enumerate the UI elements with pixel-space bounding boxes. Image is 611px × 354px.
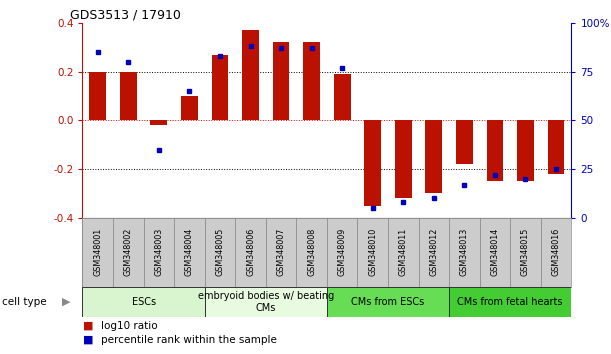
Text: GSM348010: GSM348010 (368, 228, 377, 276)
Text: cell type: cell type (2, 297, 46, 307)
Bar (486, 120, 503, 181)
Bar (327, 218, 357, 287)
Bar (510, 218, 541, 287)
Text: CMs from fetal hearts: CMs from fetal hearts (458, 297, 563, 307)
Bar (449, 218, 480, 287)
Bar (266, 218, 296, 287)
Text: GSM348012: GSM348012 (430, 228, 438, 276)
Text: GSM348009: GSM348009 (338, 228, 346, 276)
Bar (480, 218, 510, 287)
Bar (357, 218, 388, 287)
Bar (517, 120, 534, 181)
Bar (388, 218, 419, 287)
Bar (82, 287, 205, 317)
Text: ESCs: ESCs (131, 297, 156, 307)
Bar (82, 218, 113, 287)
Text: GSM348005: GSM348005 (216, 228, 224, 276)
Bar (120, 72, 137, 120)
Bar (449, 287, 571, 317)
Text: GSM348008: GSM348008 (307, 228, 316, 276)
Text: ■: ■ (82, 335, 93, 345)
Bar (89, 72, 106, 120)
Bar (395, 120, 412, 198)
Bar (456, 120, 473, 164)
Text: GSM348015: GSM348015 (521, 228, 530, 276)
Text: GSM348006: GSM348006 (246, 228, 255, 276)
Bar (334, 74, 351, 120)
Text: CMs from ESCs: CMs from ESCs (351, 297, 425, 307)
Bar (327, 287, 449, 317)
Text: embryoid bodies w/ beating
CMs: embryoid bodies w/ beating CMs (198, 291, 334, 313)
Text: GSM348001: GSM348001 (93, 228, 102, 276)
Bar (303, 42, 320, 120)
Text: ▶: ▶ (62, 297, 71, 307)
Text: GSM348002: GSM348002 (124, 228, 133, 276)
Text: GSM348003: GSM348003 (155, 228, 163, 276)
Text: log10 ratio: log10 ratio (101, 321, 158, 331)
Bar (181, 96, 198, 120)
Text: GSM348011: GSM348011 (399, 228, 408, 276)
Text: percentile rank within the sample: percentile rank within the sample (101, 335, 277, 345)
Bar (205, 287, 327, 317)
Bar (273, 42, 290, 120)
Bar (547, 120, 565, 174)
Bar (419, 218, 449, 287)
Bar (205, 218, 235, 287)
Bar (144, 218, 174, 287)
Bar (364, 120, 381, 206)
Text: GSM348016: GSM348016 (552, 228, 560, 276)
Bar (211, 55, 229, 120)
Bar (174, 218, 205, 287)
Text: GSM348014: GSM348014 (491, 228, 499, 276)
Text: GDS3513 / 17910: GDS3513 / 17910 (70, 9, 181, 22)
Text: GSM348013: GSM348013 (460, 228, 469, 276)
Text: GSM348007: GSM348007 (277, 228, 285, 276)
Bar (113, 218, 144, 287)
Text: ■: ■ (82, 321, 93, 331)
Bar (150, 120, 167, 125)
Bar (296, 218, 327, 287)
Bar (235, 218, 266, 287)
Text: GSM348004: GSM348004 (185, 228, 194, 276)
Bar (541, 218, 571, 287)
Bar (242, 30, 259, 120)
Bar (425, 120, 442, 193)
